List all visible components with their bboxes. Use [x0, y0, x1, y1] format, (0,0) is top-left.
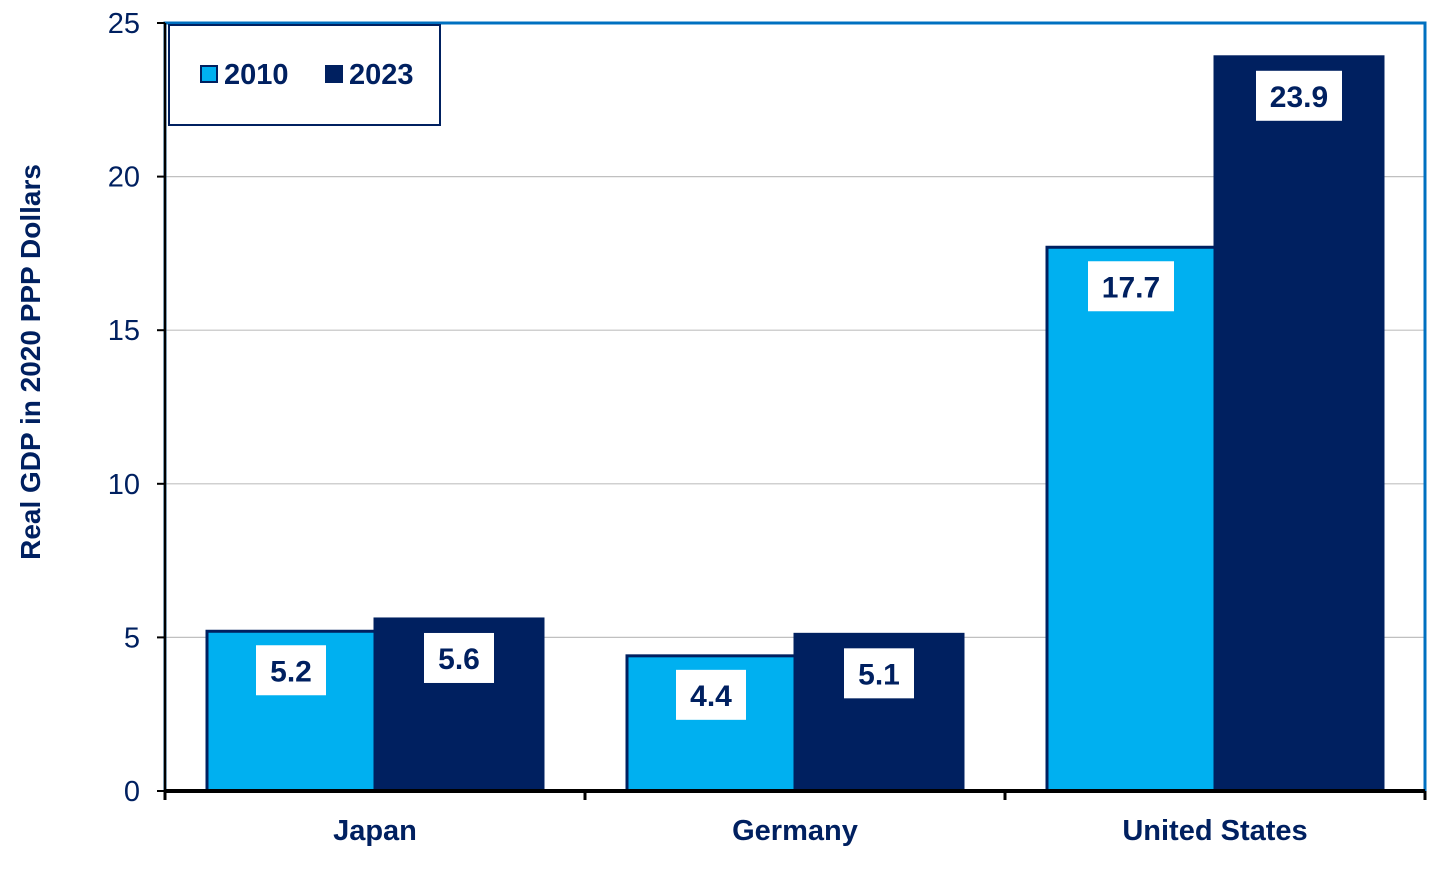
data-label: 5.1: [858, 658, 900, 691]
y-tick-label: 0: [124, 776, 140, 808]
data-label-box: [1088, 261, 1174, 312]
data-label-box: [424, 632, 494, 683]
data-label: 5.6: [438, 643, 480, 676]
legend-label-2023: 2023: [349, 59, 414, 91]
data-label-box: [676, 669, 746, 720]
data-label: 5.2: [270, 655, 312, 688]
x-tick-label: United States: [1122, 815, 1307, 847]
y-tick-label: 25: [108, 8, 140, 40]
bar-2023-united-states: [1213, 55, 1385, 793]
data-label-box: [1256, 70, 1342, 121]
y-tick-label: 15: [108, 315, 140, 347]
axes: 0 5 10 15 20 25 Japan Germany United States: [108, 8, 1427, 847]
data-label-box: [256, 645, 326, 696]
y-tick-label: 20: [108, 162, 140, 194]
data-label: 17.7: [1102, 271, 1160, 304]
legend-label-2010: 2010: [224, 59, 289, 91]
legend: 2010 2023: [168, 24, 441, 126]
y-axis-title: Real GDP in 2020 PPP Dollars: [15, 164, 46, 560]
legend-swatch-2010: [200, 65, 218, 83]
data-label-box: [844, 648, 914, 699]
bar-2010-japan: [205, 629, 377, 793]
bars: [205, 55, 1385, 793]
legend-swatch-2023: [325, 65, 343, 83]
bar-2010-united-states: [1045, 245, 1217, 793]
x-tick-label: Japan: [333, 815, 417, 847]
data-labels: 5.2 5.6 4.4 5.1 17.7 23.9: [256, 70, 1342, 720]
data-label: 4.4: [690, 680, 732, 713]
y-tick-label: 5: [124, 622, 140, 654]
x-tick-label: Germany: [732, 815, 858, 847]
data-label: 23.9: [1270, 81, 1328, 114]
y-tick-label: 10: [108, 469, 140, 501]
